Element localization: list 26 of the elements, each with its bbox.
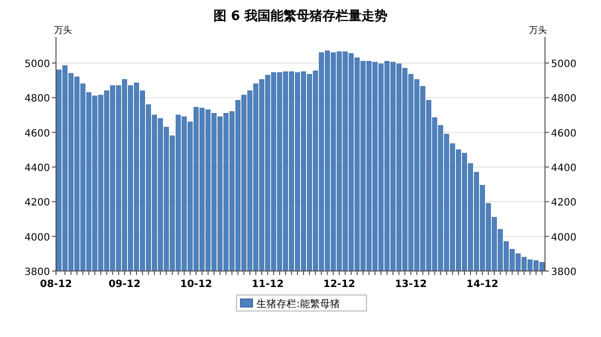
y-tick-label: 4000 [24,232,50,244]
x-tick-label: 09-12 [108,279,141,290]
y-tick-label: 5000 [24,59,50,70]
y2-axis-title: 万头 [529,25,547,36]
y2-tick-label: 4600 [551,128,576,140]
y2-tick-label: 4200 [551,198,576,209]
y-tick-label: 4400 [24,163,50,174]
chart-title: 图 6 我国能繁母猪存栏量走势 [213,8,388,24]
x-tick-label: 14-12 [466,279,498,290]
y2-tick-label: 3800 [551,267,576,278]
x-tick-label: 08-12 [40,279,72,290]
x-tick-label: 13-12 [394,279,427,290]
y-tick-label: 4200 [24,198,50,209]
legend-label: 生猪存栏:能繁母猪 [256,298,340,310]
x-tick-label: 12-12 [323,279,356,290]
y2-tick-label: 5000 [551,59,576,70]
y-axis-title: 万头 [54,25,72,36]
y-tick-label: 3800 [24,267,50,278]
y-tick-label: 4600 [24,128,50,140]
x-tick-label: 11-12 [252,279,284,290]
y2-tick-label: 4400 [551,163,576,174]
legend: 生猪存栏:能繁母猪 [236,294,367,312]
y2-tick-label: 4000 [551,232,576,244]
y-tick-label: 4800 [24,94,50,105]
x-tick-label: 10-12 [180,279,212,290]
y2-tick-label: 4800 [551,94,576,105]
